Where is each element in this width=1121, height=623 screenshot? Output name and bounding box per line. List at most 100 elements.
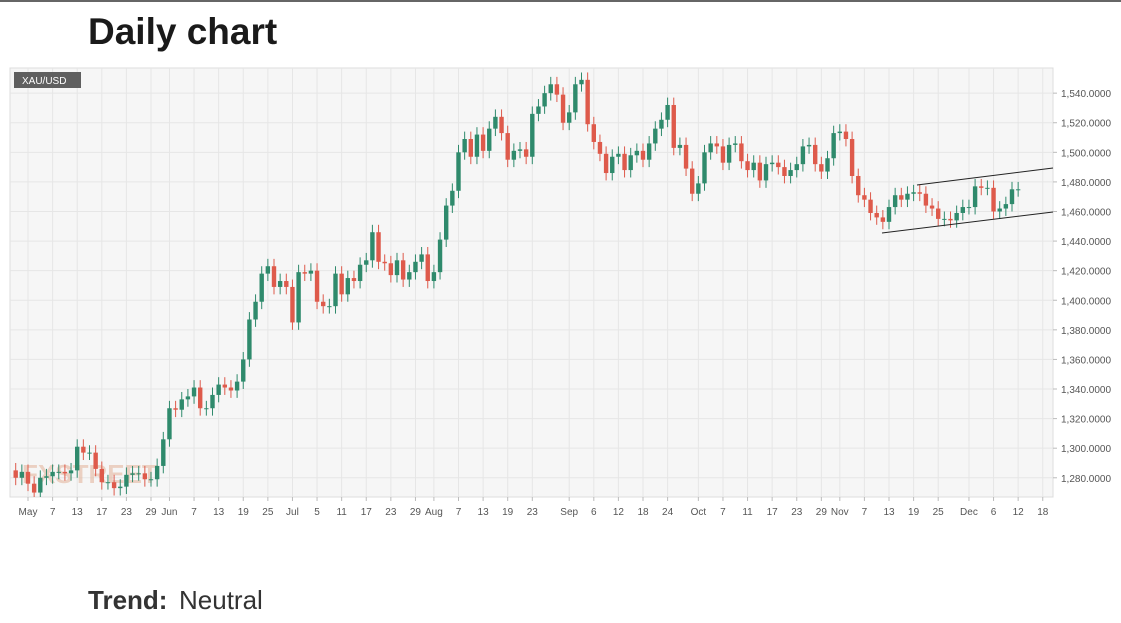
candle-body <box>905 193 910 200</box>
candle-body <box>499 116 504 134</box>
candle-body <box>886 207 892 222</box>
candle-body <box>265 266 271 274</box>
x-tick-label: 19 <box>502 507 514 518</box>
candle-body <box>751 162 756 171</box>
candle-body <box>425 254 430 282</box>
candle-body <box>813 144 818 165</box>
candle-body <box>517 149 523 151</box>
x-tick-label: 17 <box>96 507 108 518</box>
candle-body <box>136 473 141 475</box>
x-tick-label: 7 <box>862 507 868 518</box>
candle-body <box>130 473 135 475</box>
candle-body <box>942 218 947 220</box>
y-tick-label: 1,440.0000 <box>1061 237 1111 248</box>
candle-body <box>394 260 400 276</box>
candle-body <box>530 113 535 157</box>
candle-body <box>665 104 670 120</box>
x-tick-label: 13 <box>72 507 84 518</box>
candle-body <box>210 394 215 409</box>
candle-body <box>450 190 455 206</box>
candle-body <box>364 260 369 265</box>
candle-body <box>948 218 953 221</box>
candle-body <box>173 408 178 410</box>
candle-body <box>548 84 553 94</box>
candle-body <box>628 155 633 171</box>
candle-body <box>259 273 264 302</box>
candle-body <box>1009 189 1015 205</box>
candle-body <box>56 471 61 473</box>
candle-body <box>646 143 652 160</box>
x-tick-label: 23 <box>121 507 133 518</box>
candle-body <box>794 164 799 171</box>
chart-title: Daily chart <box>88 11 277 52</box>
candle-body <box>739 143 744 162</box>
candle-body <box>591 124 596 142</box>
y-tick-label: 1,340.0000 <box>1061 385 1111 396</box>
x-tick-label: 11 <box>336 507 347 518</box>
y-tick-label: 1,520.0000 <box>1061 119 1111 130</box>
x-tick-label: 7 <box>456 507 462 518</box>
x-tick-label: 18 <box>637 507 649 518</box>
candle-body <box>726 144 732 163</box>
candle-body <box>683 144 689 169</box>
candle-body <box>142 473 148 480</box>
candle-body <box>1015 189 1021 191</box>
candle-body <box>542 93 547 107</box>
candle-body <box>93 452 98 469</box>
candle-body <box>13 470 18 478</box>
candle-body <box>966 207 972 209</box>
candle-body <box>806 144 812 147</box>
candle-body <box>505 133 510 160</box>
candle-body <box>899 195 904 200</box>
candle-body <box>696 183 701 194</box>
candle-body <box>321 301 326 307</box>
candle-body <box>936 208 941 219</box>
x-tick-label: 7 <box>191 507 197 518</box>
candle-body <box>856 175 861 196</box>
x-tick-label: May <box>19 507 38 518</box>
candle-body <box>437 239 443 273</box>
candle-body <box>579 79 584 85</box>
candle-body <box>474 134 480 157</box>
candle-body <box>271 266 277 287</box>
candle-body <box>868 199 873 213</box>
candle-body <box>560 94 566 123</box>
candle-body <box>554 84 560 95</box>
x-tick-label: 18 <box>1037 507 1049 518</box>
candle-body <box>124 474 129 487</box>
candle-body <box>837 131 842 134</box>
candle-body <box>204 408 209 410</box>
candle-body <box>38 477 43 493</box>
x-tick-label: 24 <box>662 507 674 518</box>
candle-body <box>911 192 916 194</box>
x-tick-label: 23 <box>791 507 803 518</box>
candle-body <box>284 281 289 287</box>
candle-body <box>161 439 166 466</box>
x-tick-label: Dec <box>960 507 978 518</box>
symbol-label: XAU/USD <box>22 76 66 87</box>
candle-body <box>31 483 37 493</box>
candle-body <box>745 161 750 171</box>
candle-body <box>874 212 879 218</box>
candle-body <box>234 381 240 391</box>
grid <box>10 68 1053 497</box>
candle-body <box>191 387 197 397</box>
x-tick-label: 6 <box>991 507 997 518</box>
channel-lower <box>881 211 1054 234</box>
candle-body <box>603 153 609 174</box>
candle-body <box>819 164 824 172</box>
x-tick-label: Jun <box>161 507 177 518</box>
candle-body <box>702 152 707 184</box>
x-tick-label: 12 <box>613 507 625 518</box>
candle-body <box>585 79 590 125</box>
x-tick-label: 13 <box>883 507 895 518</box>
candle-body <box>185 396 191 400</box>
candle-body <box>1003 204 1009 209</box>
candle-body <box>247 319 252 360</box>
candle-body <box>357 264 363 282</box>
y-tick-label: 1,280.0000 <box>1061 474 1111 485</box>
y-tick-label: 1,400.0000 <box>1061 296 1111 307</box>
candle-body <box>960 207 965 213</box>
candle-body <box>493 116 498 129</box>
x-tick-label: 5 <box>314 507 320 518</box>
